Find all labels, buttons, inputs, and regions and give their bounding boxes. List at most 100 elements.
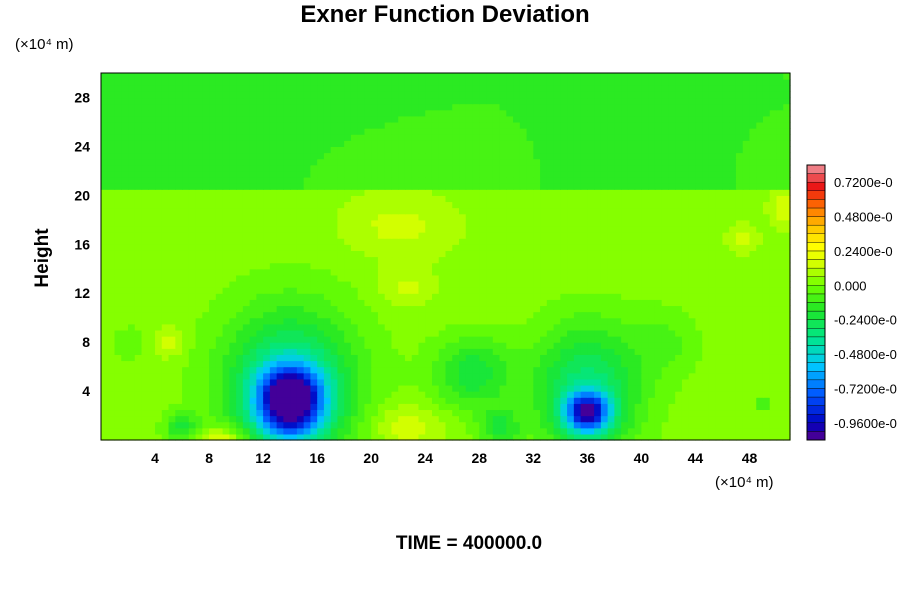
heatmap-cell [492,348,501,355]
heatmap-cell [560,293,568,300]
heatmap-cell [168,183,176,190]
heatmap-cell [661,415,670,423]
heatmap-cell [188,219,197,227]
heatmap-cell [256,250,264,258]
heatmap-cell [263,384,271,392]
heatmap-cell [742,342,751,349]
heatmap-cell [188,299,197,307]
heatmap-cell [749,397,757,404]
heatmap-cell [256,433,264,441]
heatmap-cell [769,427,778,435]
heatmap-cell [661,219,670,227]
heatmap-cell [492,213,501,221]
heatmap-cell [654,336,663,343]
heatmap-cell [337,403,345,411]
heatmap-cell [776,366,784,374]
heatmap-cell [384,348,393,355]
plot-area [100,72,791,441]
heatmap-cell [708,250,717,258]
heatmap-cell [749,433,757,441]
heatmap-cell [533,170,541,178]
heatmap-cell [654,219,663,227]
heatmap-cell [627,342,636,349]
heatmap-cell [614,195,622,203]
heatmap-cell [155,207,163,215]
heatmap-cell [661,378,670,386]
heatmap-cell [148,323,156,331]
heatmap-cell [688,140,697,147]
heatmap-cell [188,244,197,251]
heatmap-cell [398,170,406,178]
heatmap-cell [614,372,622,380]
heatmap-cell [472,397,480,404]
heatmap-cell [269,433,278,441]
heatmap-cell [553,342,561,349]
heatmap-cell [594,391,602,398]
heatmap-cell [580,299,588,307]
heatmap-cell [499,311,507,319]
heatmap-cell [580,415,588,423]
heatmap-cell [762,299,771,307]
heatmap-cell [445,280,453,288]
heatmap-cell [499,336,507,343]
heatmap-cell [357,305,366,313]
heatmap-cell [107,372,116,380]
heatmap-cell [101,195,109,203]
heatmap-cell [769,274,778,282]
heatmap-cell [648,256,656,264]
heatmap-cell [776,201,784,209]
heatmap-cell [283,201,291,209]
heatmap-cell [668,201,676,209]
heatmap-cell [492,268,501,276]
heatmap-cell [776,317,784,325]
heatmap-cell [215,421,224,429]
heatmap-cell [377,268,386,276]
heatmap-cell [762,360,771,368]
heatmap-cell [121,311,129,319]
heatmap-cell [236,323,244,331]
heatmap-cell [486,305,494,313]
heatmap-cell [479,415,487,423]
heatmap-cell [465,348,474,355]
heatmap-cell [418,372,426,380]
heatmap-cell [567,305,575,313]
heatmap-cell [573,293,582,300]
heatmap-cell [222,354,230,362]
heatmap-cell [634,421,642,429]
heatmap-cell [553,372,561,380]
heatmap-cell [621,287,629,294]
heatmap-cell [418,170,426,178]
heatmap-cell [182,244,190,251]
heatmap-cell [134,348,143,355]
heatmap-cell [661,384,670,392]
heatmap-cell [681,336,690,343]
heatmap-cell [715,152,724,160]
heatmap-cell [742,305,751,313]
heatmap-cell [337,317,345,325]
heatmap-cell [114,311,122,319]
heatmap-cell [337,183,345,190]
heatmap-cell [350,280,359,288]
heatmap-cell [627,336,636,343]
heatmap-cell [323,427,332,435]
heatmap-cell [283,421,291,429]
heatmap-cell [492,232,501,239]
heatmap-cell [391,170,399,178]
heatmap-cell [148,183,156,190]
heatmap-cell [540,409,548,417]
heatmap-cell [398,384,406,392]
heatmap-cell [337,427,345,435]
heatmap-cell [398,189,406,196]
heatmap-cell [323,280,332,288]
heatmap-cell [269,183,278,190]
heatmap-cell [249,384,257,392]
heatmap-cell [594,158,602,166]
heatmap-cell [533,391,541,398]
heatmap-cell [411,311,420,319]
heatmap-cell [229,323,237,331]
heatmap-cell [377,195,386,203]
heatmap-cell [661,146,670,154]
heatmap-cell [580,397,588,404]
heatmap-cell [594,421,602,429]
heatmap-cell [654,299,663,307]
